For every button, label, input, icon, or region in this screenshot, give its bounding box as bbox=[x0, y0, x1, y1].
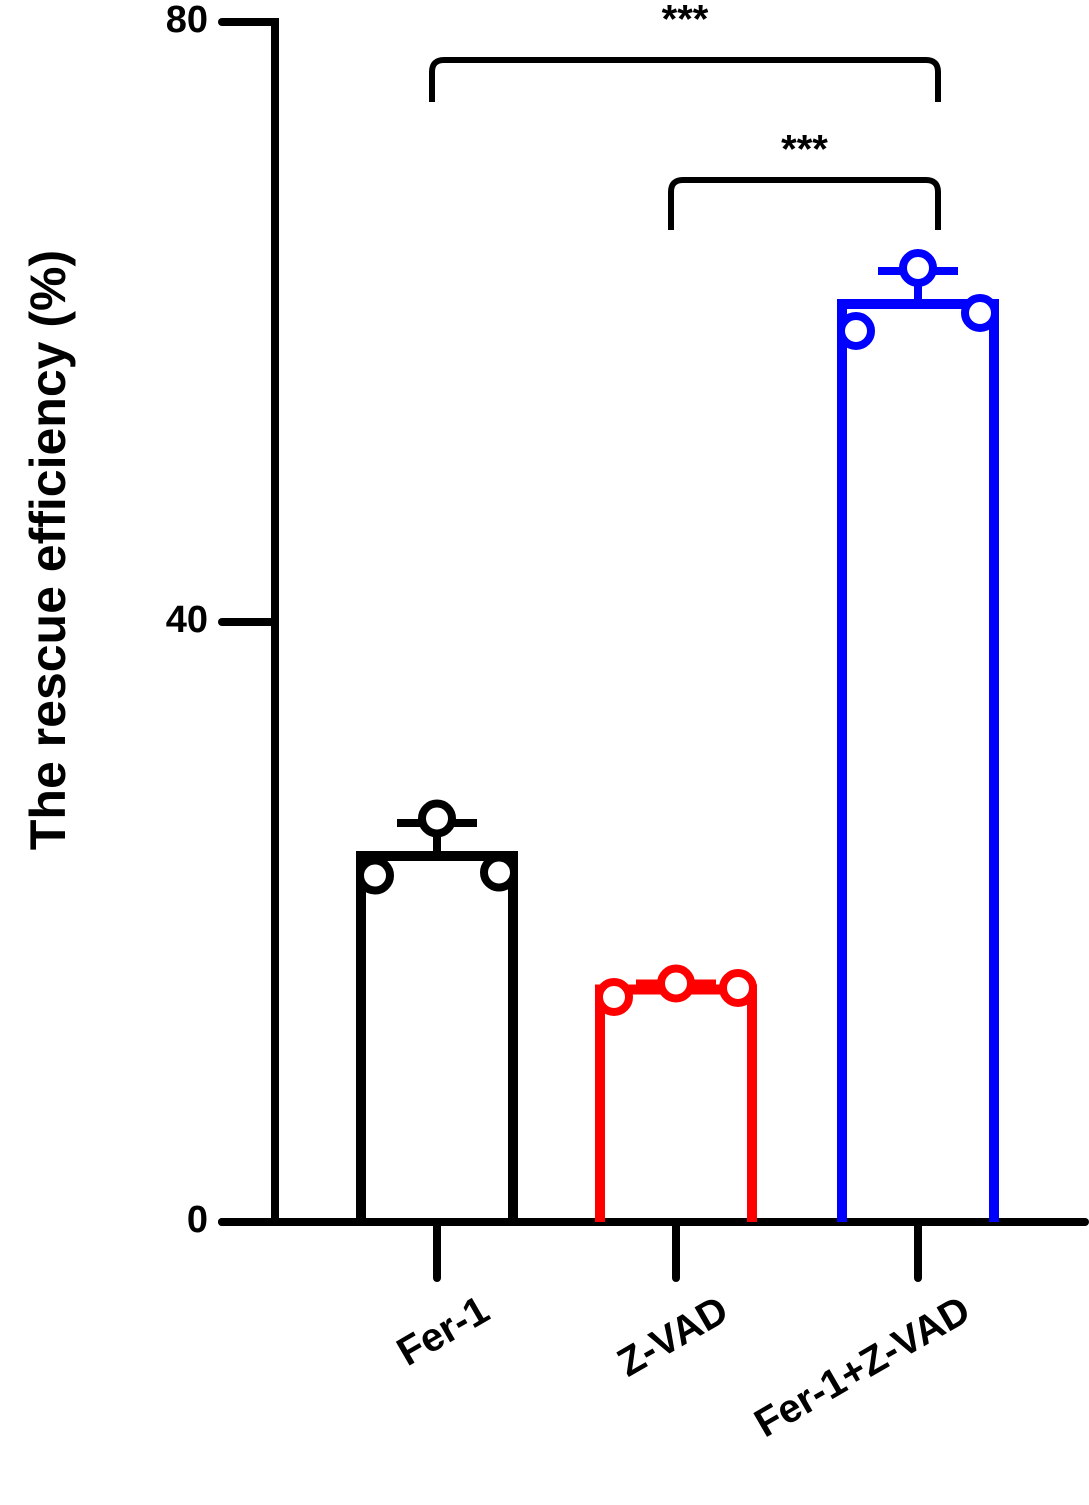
significance-bracket bbox=[429, 57, 941, 102]
x-tick-label: Z-VAD bbox=[610, 1288, 735, 1386]
x-tick-label: Fer-1 bbox=[390, 1288, 497, 1375]
significance-label: *** bbox=[662, 0, 709, 42]
bar bbox=[356, 851, 518, 1222]
bar bbox=[837, 299, 999, 1222]
y-tick-label: 80 bbox=[166, 0, 208, 41]
y-tick-label: 0 bbox=[187, 1199, 208, 1241]
significance-bracket bbox=[668, 177, 941, 230]
significance-label: *** bbox=[781, 128, 828, 172]
data-point bbox=[657, 964, 695, 1003]
data-point bbox=[899, 249, 937, 287]
bar bbox=[595, 984, 757, 1222]
y-tick-label: 40 bbox=[166, 599, 208, 641]
data-point bbox=[595, 978, 633, 1016]
data-point bbox=[480, 853, 518, 892]
data-point bbox=[418, 799, 456, 838]
data-point bbox=[837, 312, 875, 350]
data-point bbox=[719, 969, 757, 1007]
y-axis-label: The rescue efficiency (%) bbox=[20, 250, 76, 850]
x-tick-label: Fer-1+Z-VAD bbox=[747, 1288, 977, 1446]
data-point bbox=[961, 294, 999, 332]
data-point bbox=[356, 856, 394, 895]
